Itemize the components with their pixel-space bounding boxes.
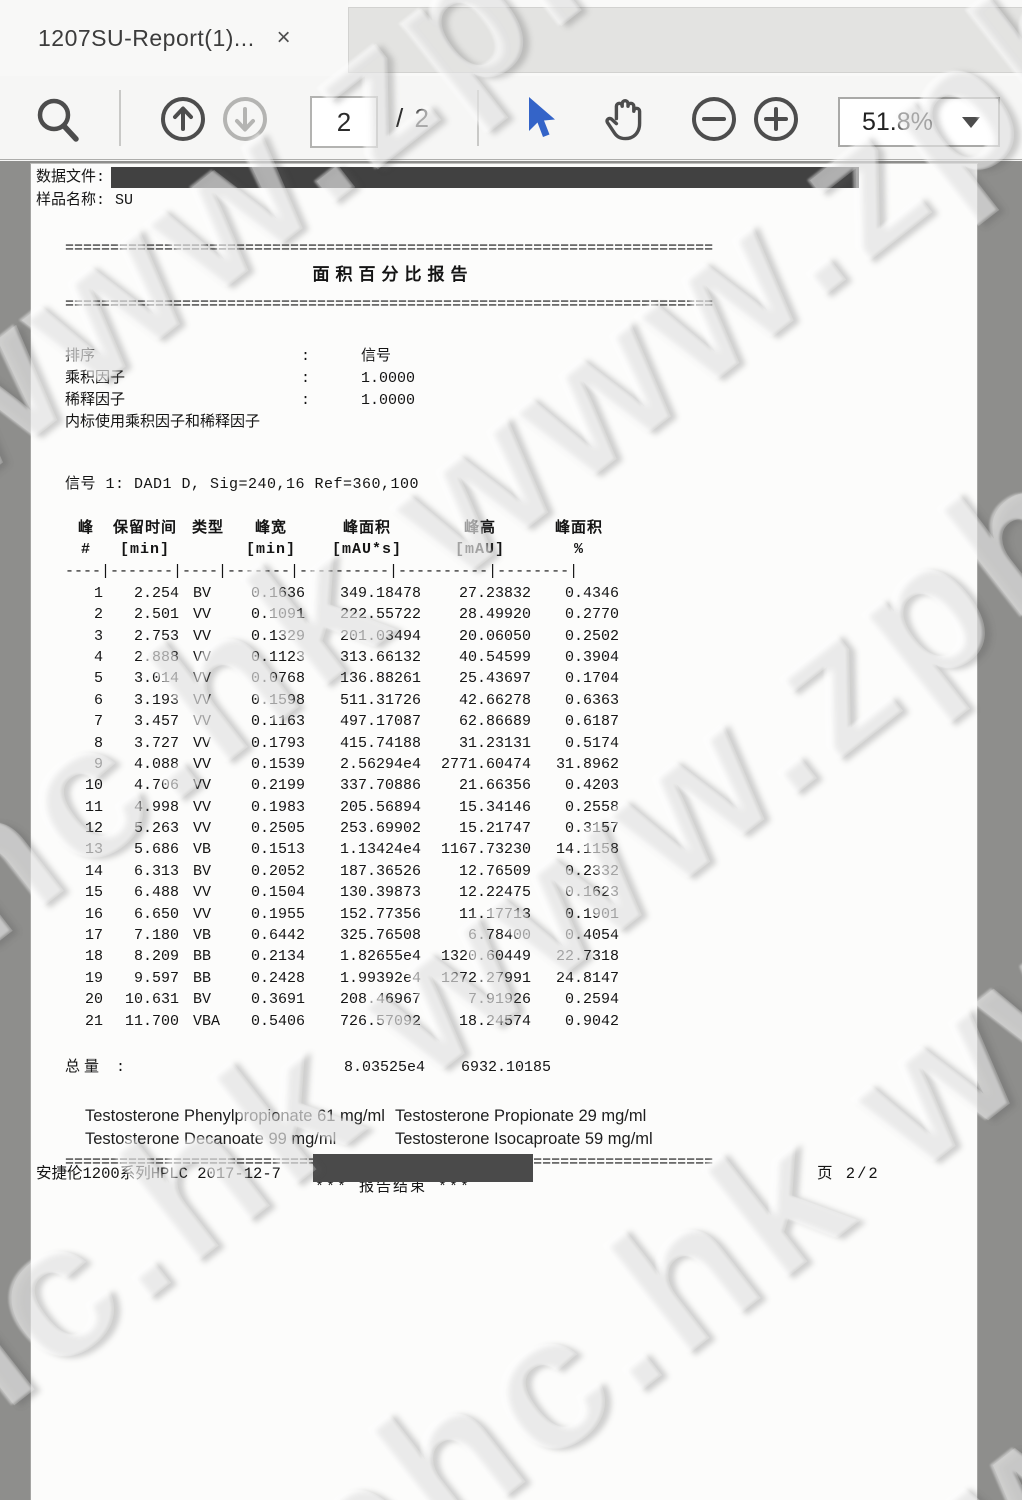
arrow-up-circle-icon <box>161 97 205 141</box>
params-note: 内标使用乘积因子和稀释因子 <box>65 414 261 431</box>
search-icon <box>37 98 79 142</box>
report-parameters: 排序: 信号乘积因子:1.0000 稀释因子:1.0000 <box>65 346 721 412</box>
tab-strip-empty <box>348 7 1022 73</box>
close-icon[interactable]: × <box>276 24 291 51</box>
page-count-label: / 2 <box>396 102 431 133</box>
footer-instrument-date: 安捷伦1200系列HPLC 2017-12-7 <box>36 1164 281 1183</box>
zoom-level-value: 51.8% <box>862 107 933 136</box>
report-title: 面积百分比报告 <box>312 267 474 286</box>
peak-table-row: 5 3.014 VV 0.0768 136.88261 25.43697 0.1704 <box>93 670 619 688</box>
tab-title: 1207SU-Report(1)... <box>38 24 255 51</box>
total-row: 总量 : 8.03525e4 6932.10185 <box>65 1057 721 1079</box>
peak-table-row: 20 10.631 BV 0.3691 208.46967 7.91926 0.2594 <box>84 991 619 1009</box>
zoom-level-dropdown[interactable]: 51.8% <box>838 97 1000 147</box>
peak-table-row: 19 9.597 BB 0.2428 1.99392e4 1272.27991 24.814… <box>84 969 619 987</box>
total-label: 总量 : <box>65 1058 130 1076</box>
peak-table-header-row1: 峰保留时间 类型 峰宽 峰面积 峰高 峰面积 <box>77 520 603 537</box>
parameter-row: 稀释因子:1.0000 <box>65 392 416 409</box>
peak-table-row: 11 4.998 VV 0.1983 205.56894 15.34146 0.2558 <box>84 798 619 816</box>
peak-table-row: 13 5.686 VB 0.1513 1.13424e4 1167.73230 14.115… <box>84 841 619 859</box>
peak-table-row: 12 5.263 VV 0.2505 253.69902 15.21747 0.3157 <box>84 820 619 838</box>
page-number-input[interactable] <box>310 96 378 148</box>
peak-table-row: 17 7.180 VB 0.6442 325.76508 6.78400 0.4054 <box>84 927 619 945</box>
concentration-results: Testosterone Phenylpropionate 61 mg/ml Te… <box>85 1105 725 1150</box>
peak-table-row: 4 2.888 VV 0.1123 313.66132 40.54599 0.3904 <box>93 648 619 666</box>
data-file-label: 数据文件: <box>36 169 106 186</box>
separator-line: ========================================… <box>65 240 714 257</box>
zoom-out-button[interactable] <box>690 95 738 143</box>
page-footer: 安捷伦1200系列HPLC 2017-12-7 页 2/2 <box>31 1153 977 1190</box>
separator-line: ========================================… <box>65 296 714 313</box>
concentration-value: Testosterone Propionate 29 mg/ml <box>395 1106 647 1125</box>
peak-table-row: 14 6.313 BV 0.2052 187.36526 12.76509 0.2332 <box>84 862 619 880</box>
arrow-down-circle-icon <box>223 97 267 141</box>
pdf-toolbar: / 2 51.8% <box>0 76 1022 160</box>
zoom-in-button[interactable] <box>752 95 800 143</box>
parameter-row: 排序: 信号 <box>65 348 392 365</box>
tab-bar: 1207SU-Report(1)... × <box>0 0 1022 76</box>
sample-name-value: SU <box>115 192 134 209</box>
concentration-value: Testosterone Phenylpropionate 61 mg/ml <box>85 1106 385 1125</box>
sample-name-label: 样品名称: <box>36 192 106 209</box>
peak-table-row: 8 3.727 VV 0.1793 415.74188 31.23131 0.5174 <box>93 734 619 752</box>
toolbar-divider <box>477 90 479 146</box>
tab-document[interactable]: 1207SU-Report(1)... × <box>0 0 348 76</box>
peak-table-header-row2: # [min] [min] [mAU*s] [mAU]% <box>80 541 584 559</box>
peak-table-row: 1 2.254 BV 0.1636 349.18478 27.23832 0.4346 <box>93 584 619 602</box>
peak-table-row: 6 3.193 VV 0.1598 511.31726 42.66278 0.6363 <box>93 691 619 709</box>
hand-icon <box>605 99 642 141</box>
cursor-arrow-icon <box>529 97 555 137</box>
select-tool-button[interactable] <box>518 94 562 144</box>
peak-table-row: 9 4.088 VV 0.1539 2.56294e4 2771.60474 31.8962 <box>93 755 619 773</box>
footer-page-number: 页 2/2 <box>817 1164 880 1183</box>
concentration-value: Testosterone Isocaproate 59 mg/ml <box>395 1129 653 1148</box>
peak-table-row: 21 11.700 VBA 0.5406 726.57092 18.24574 0.9042 <box>84 1012 619 1030</box>
next-page-button[interactable] <box>221 95 269 143</box>
peak-table-row: 3 2.753 VV 0.1329 201.03494 20.06050 0.2502 <box>93 627 619 645</box>
total-area-value: 8.03525e4 <box>343 1058 425 1076</box>
peak-table-body: 1 2.254 BV 0.1636 349.18478 27.23832 0.4346 2 2.… <box>65 583 651 1032</box>
total-height-value: 6932.10185 <box>460 1058 551 1076</box>
peak-table-row: 15 6.488 VV 0.1504 130.39873 12.22475 0.1623 <box>84 884 619 902</box>
document-page: 数据文件: 样品名称: SU =========================… <box>30 163 978 1500</box>
report-end-marker: *** 报告结束 *** <box>314 1178 471 1196</box>
concentration-value: Testosterone Decanoate 99 mg/ml <box>85 1129 337 1148</box>
toolbar-divider <box>119 90 121 146</box>
peak-table-separator: ----|-------|----|-------|----------|---… <box>65 562 579 580</box>
peak-table-row: 10 4.706 VV 0.2199 337.70886 21.66356 0.4203 <box>84 777 619 795</box>
peak-table-row: 16 6.650 VV 0.1955 152.77356 11.17713 0.1901 <box>84 905 619 923</box>
parameter-row: 乘积因子:1.0000 <box>65 370 416 387</box>
hand-tool-button[interactable] <box>598 94 650 144</box>
search-button[interactable] <box>32 96 84 144</box>
plus-circle-icon <box>754 97 798 141</box>
previous-page-button[interactable] <box>159 95 207 143</box>
minus-circle-icon <box>692 97 736 141</box>
redacted-data-file-value <box>111 167 860 188</box>
chevron-down-icon <box>962 116 980 128</box>
redacted-footer-value <box>313 1153 533 1182</box>
peak-table-row: 2 2.501 VV 0.1091 222.55722 28.49920 0.2770 <box>93 606 619 624</box>
signal-line: 信号 1: DAD1 D, Sig=240,16 Ref=360,100 <box>65 476 420 493</box>
pdf-viewport[interactable]: 数据文件: 样品名称: SU =========================… <box>0 161 1022 1500</box>
peak-table-row: 18 8.209 BB 0.2134 1.82655e4 1320.60449 22.731… <box>84 948 619 966</box>
peak-table-row: 7 3.457 VV 0.1163 497.17087 62.86689 0.6187 <box>93 713 619 731</box>
peak-table: 峰保留时间 类型 峰宽 峰面积 峰高 峰面积 # [min] [min] [mAU*s] [mAU… <box>65 518 651 1032</box>
